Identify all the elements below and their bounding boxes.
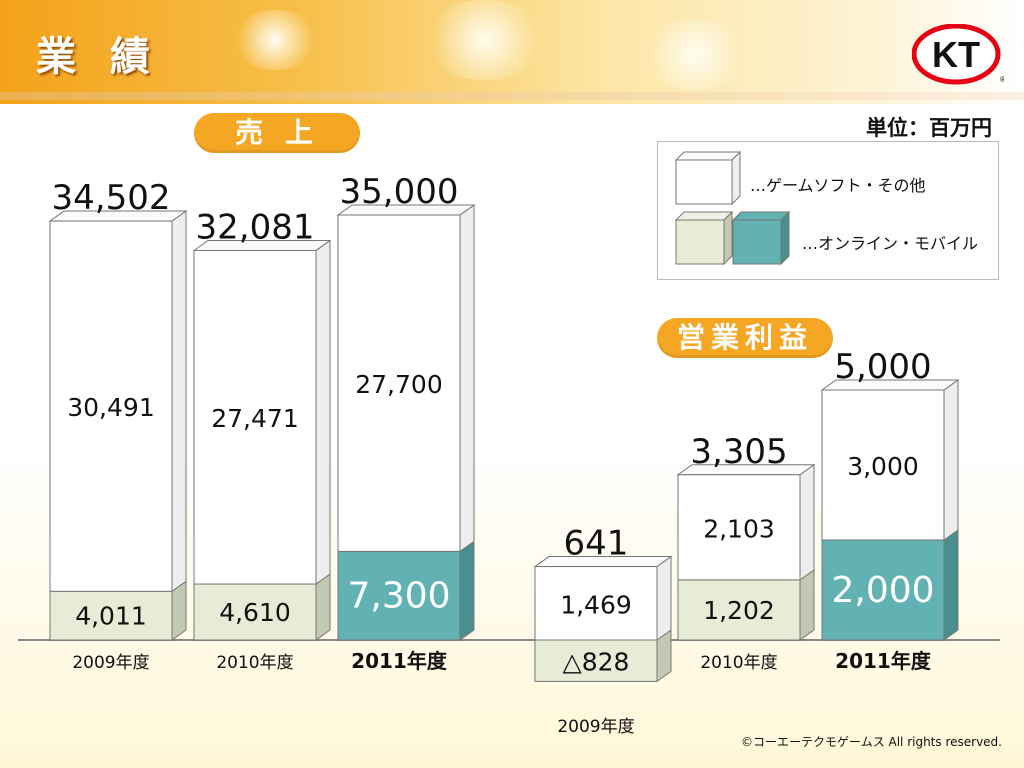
profit-bar-game-2-front xyxy=(821,389,945,541)
legend-swatch-online-teal xyxy=(731,210,791,266)
sales-online-label-2: 7,300 xyxy=(347,576,450,617)
sales-bar-game-0-front xyxy=(49,220,173,592)
profit-category-label-1: 2010年度 xyxy=(700,653,777,673)
sales-bar-online-2-front xyxy=(337,550,461,641)
sales-category-label-1: 2010年度 xyxy=(216,653,293,673)
legend-swatch-online-light xyxy=(674,210,734,266)
banner-divider xyxy=(0,92,1024,100)
profit-bar-online-2-front xyxy=(821,539,945,641)
profit-bar-game-2-side xyxy=(943,379,959,541)
profit-bar-online-2-side xyxy=(943,529,959,641)
sales-bar-game-1-side xyxy=(315,239,331,585)
profit-total-label-0: 641 xyxy=(564,524,629,564)
sales-bar-online-0-front xyxy=(49,590,173,641)
sales-bar-game-0-side xyxy=(171,210,187,593)
profit-game-label-1: 2,103 xyxy=(703,514,775,543)
sales-category-label-0: 2009年度 xyxy=(72,653,149,673)
sales-total-label-2: 35,000 xyxy=(340,172,459,212)
profit-bar-game-0-side xyxy=(656,555,672,641)
chart-legend: …ゲームソフト・その他 …オンライン・モバイル xyxy=(657,141,999,280)
profit-game-label-0: 1,469 xyxy=(560,590,632,619)
logo-registered-mark: ® xyxy=(1000,75,1004,84)
profit-total-label-1: 3,305 xyxy=(690,432,787,472)
legend-swatches xyxy=(674,150,791,266)
sales-bar-online-1-front xyxy=(193,583,317,641)
profit-section-label: 営業利益 xyxy=(657,318,833,358)
profit-bar-online-1-front xyxy=(677,579,801,641)
copyright-notice: ©コーエーテクモゲームス All rights reserved. xyxy=(741,735,1002,749)
profit-total-label-2: 5,000 xyxy=(834,347,931,387)
profit-online-label-0: △828 xyxy=(563,648,630,677)
profit-bar-game-1-front xyxy=(677,474,801,581)
sales-online-label-0: 4,011 xyxy=(75,602,147,631)
profit-bar-online-0-front xyxy=(534,639,658,682)
sales-total-label-0: 34,502 xyxy=(52,178,171,218)
sales-bar-game-2-side xyxy=(459,204,475,553)
profit-bar-game-1-side xyxy=(799,463,815,581)
sales-online-label-1: 4,610 xyxy=(219,598,291,627)
profit-category-label-0: 2009年度 xyxy=(557,717,634,737)
profit-category-label-2: 2011年度 xyxy=(835,649,932,673)
sales-bar-online-2-side xyxy=(459,540,475,641)
sales-total-label-1: 32,081 xyxy=(196,207,315,247)
page-title: 業 績 xyxy=(36,34,160,80)
unit-label: 単位：百万円 xyxy=(866,116,992,140)
legend-label-game: …ゲームソフト・その他 xyxy=(750,176,926,195)
sparkle-decoration xyxy=(230,10,320,70)
profit-game-label-2: 3,000 xyxy=(847,452,919,481)
sales-game-label-0: 30,491 xyxy=(67,393,154,422)
sales-game-label-1: 27,471 xyxy=(211,404,298,433)
legend-swatch-game xyxy=(674,150,742,206)
sparkle-decoration xyxy=(420,0,550,80)
logo-text: KT xyxy=(932,34,980,75)
sales-bar-online-1-side xyxy=(315,573,331,641)
sales-bar-game-2-front xyxy=(337,214,461,552)
sales-category-label-2: 2011年度 xyxy=(351,649,448,673)
company-logo: KT ® xyxy=(912,24,1004,85)
sales-section-label: 売 上 xyxy=(194,113,360,153)
profit-online-label-1: 1,202 xyxy=(703,596,775,625)
sales-game-label-2: 27,700 xyxy=(355,370,442,399)
profit-bar-online-1-side xyxy=(799,568,815,641)
profit-online-label-2: 2,000 xyxy=(831,570,934,611)
sparkle-decoration xyxy=(640,20,750,90)
legend-label-online: …オンライン・モバイル xyxy=(802,234,979,253)
sales-bar-game-1-front xyxy=(193,249,317,585)
profit-bar-game-0-front xyxy=(534,566,658,641)
